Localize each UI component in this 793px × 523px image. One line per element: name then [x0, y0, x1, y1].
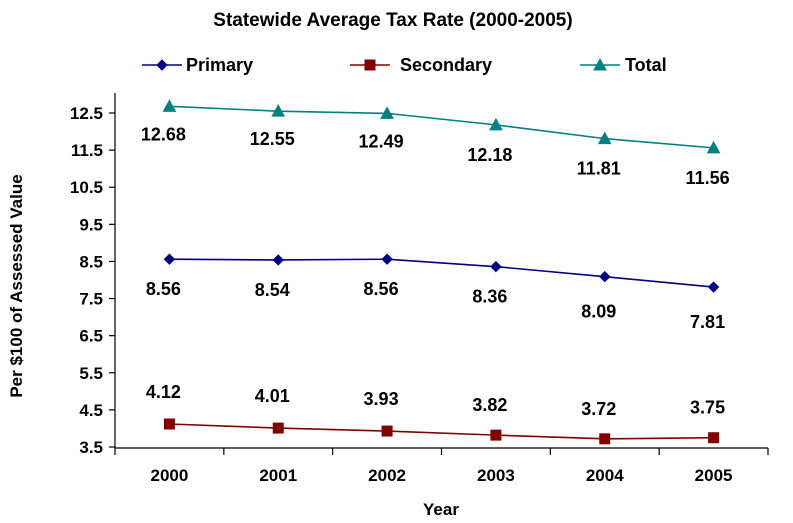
data-label-secondary: 4.01	[255, 386, 290, 406]
chart-title: Statewide Average Tax Rate (2000-2005)	[213, 10, 572, 31]
data-point-primary	[272, 254, 284, 266]
legend-item-secondary: Secondary	[350, 55, 492, 75]
series-line-secondary	[169, 423, 714, 440]
x-tick-label: 2002	[368, 466, 406, 485]
y-tick-label: 3.5	[79, 438, 103, 457]
y-tick-label: 10.5	[70, 178, 103, 197]
series-line-total	[169, 105, 714, 149]
y-tick-label: 5.5	[79, 364, 103, 383]
data-point-total	[489, 117, 503, 131]
data-point-total	[706, 140, 721, 154]
legend: Primary Secondary Total	[142, 55, 667, 75]
data-point-primary	[599, 270, 611, 283]
data-point-secondary	[163, 418, 175, 430]
data-label-primary: 8.09	[581, 302, 616, 322]
legend-label: Total	[625, 55, 667, 75]
data-point-primary	[707, 281, 720, 293]
y-tick-label: 4.5	[79, 401, 103, 420]
data-label-secondary: 3.72	[581, 399, 616, 419]
data-point-primary	[490, 260, 502, 273]
y-axis-title: Per $100 of Assessed Value	[7, 174, 26, 397]
legend-label: Secondary	[400, 55, 492, 75]
data-point-total	[162, 99, 177, 112]
data-point-primary	[163, 253, 176, 265]
data-label-total: 12.68	[141, 124, 186, 144]
legend-marker	[156, 59, 168, 71]
legend-marker	[593, 57, 607, 71]
series-total: 12.68 12.55 12.49 12.18 11.81 11.56	[141, 99, 730, 188]
data-label-primary: 7.81	[690, 312, 725, 332]
data-point-total	[380, 106, 394, 119]
data-label-total: 12.49	[359, 131, 404, 151]
x-tick-label: 2004	[586, 466, 624, 485]
data-point-secondary	[381, 425, 393, 437]
data-point-secondary	[708, 432, 720, 444]
data-label-primary: 8.56	[364, 279, 399, 299]
y-tick-label: 7.5	[79, 290, 103, 309]
data-label-secondary: 3.75	[690, 398, 725, 418]
x-tick-label: 2003	[477, 466, 515, 485]
data-label-primary: 8.56	[146, 279, 181, 299]
legend-label: Primary	[186, 55, 253, 75]
data-point-secondary	[599, 433, 611, 445]
y-tick-label: 12.5	[70, 104, 103, 123]
series-primary: 8.56 8.54 8.56 8.36 8.09 7.81	[146, 253, 725, 332]
legend-item-total: Total	[580, 55, 667, 75]
y-tick-label: 9.5	[79, 215, 103, 234]
y-tick-label: 11.5	[71, 141, 103, 160]
data-label-secondary: 3.82	[472, 395, 507, 415]
data-label-secondary: 3.93	[364, 389, 399, 409]
data-label-total: 11.81	[577, 159, 621, 179]
data-label-total: 12.18	[467, 145, 512, 165]
data-label-secondary: 4.12	[146, 382, 181, 402]
x-tick-label: 2005	[695, 466, 733, 485]
data-label-primary: 8.36	[472, 287, 507, 307]
data-point-secondary	[272, 422, 284, 434]
series-layer: 8.56 8.54 8.56 8.36 8.09 7.81 4.12 4.01 3.93 3.82…	[141, 99, 730, 445]
y-tick-label: 6.5	[79, 327, 103, 346]
legend-item-primary: Primary	[142, 55, 253, 75]
data-point-secondary	[490, 429, 502, 441]
series-line-primary	[169, 258, 714, 288]
data-label-total: 11.56	[686, 168, 730, 188]
legend-marker	[364, 59, 376, 71]
data-label-primary: 8.54	[255, 280, 290, 300]
data-label-total: 12.55	[250, 129, 295, 149]
data-point-total	[597, 131, 612, 145]
x-tick-label: 2000	[151, 466, 189, 485]
y-tick-label: 8.5	[79, 252, 103, 271]
x-tick-label: 2001	[259, 466, 297, 485]
data-point-total	[271, 104, 286, 117]
axes: 3.5 4.5 5.5 6.5 7.5 8.5 9.5 10.5 11.5 12.5 2000 200…	[70, 93, 769, 485]
x-axis-title: Year	[423, 500, 459, 519]
series-secondary: 4.12 4.01 3.93 3.82 3.72 3.75	[146, 382, 725, 445]
data-point-primary	[381, 253, 393, 265]
